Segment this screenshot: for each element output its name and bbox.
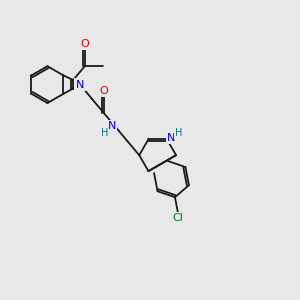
Text: N: N — [107, 122, 116, 131]
Text: N: N — [76, 80, 84, 90]
Text: H: H — [175, 128, 182, 138]
Text: Cl: Cl — [172, 213, 183, 223]
Text: O: O — [99, 86, 108, 96]
Text: N: N — [167, 133, 176, 143]
Text: O: O — [81, 39, 89, 49]
Text: H: H — [100, 128, 108, 139]
